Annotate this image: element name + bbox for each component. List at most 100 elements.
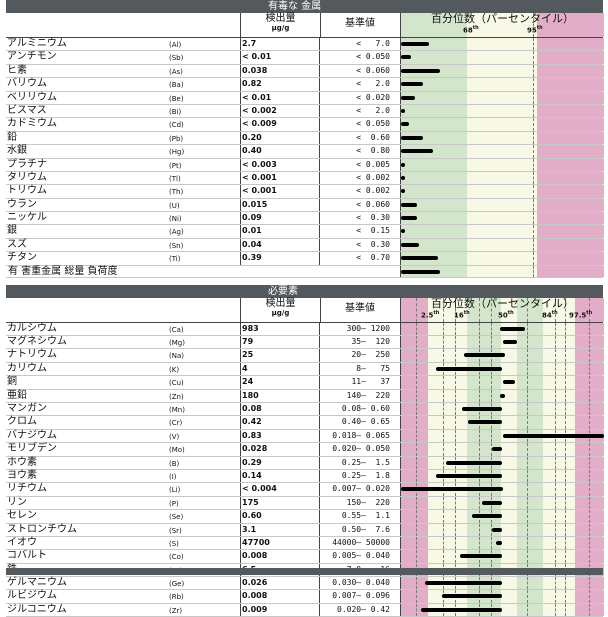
element-name: コバルト	[7, 550, 47, 562]
element-percentile	[400, 469, 604, 483]
percentile-band	[401, 389, 428, 402]
element-symbol: (Zr)	[169, 606, 183, 615]
column-divider	[240, 523, 241, 536]
element-row: イオウ (S) 47700 44000– 50000	[6, 536, 604, 551]
percentile-band	[517, 376, 543, 389]
element-percentile	[400, 510, 604, 523]
element-symbol: (Mn)	[169, 405, 185, 414]
percentile-gridline	[443, 443, 444, 456]
result-bar	[461, 406, 503, 411]
percentile-gridline	[443, 416, 444, 429]
percentile-gridline	[527, 469, 528, 483]
percentile-gridline	[533, 171, 534, 185]
element-percentile	[400, 349, 604, 362]
column-divider	[319, 376, 320, 389]
percentile-gridline	[589, 456, 590, 469]
element-symbol: (S)	[169, 539, 179, 548]
element-reference: < 0.60	[356, 132, 390, 142]
element-value: 983	[242, 323, 259, 333]
percentile-gridline	[565, 510, 566, 523]
element-row: クロム (Cr) 0.42 0.40– 0.65	[6, 416, 604, 430]
column-divider	[319, 443, 320, 456]
percentile-band	[517, 483, 543, 496]
percentile-gridline	[479, 429, 480, 443]
percentile-band	[401, 496, 428, 510]
result-bar	[502, 340, 517, 345]
percentile-gridline	[443, 456, 444, 469]
result-bar	[425, 581, 503, 586]
percentile-band	[467, 64, 537, 78]
element-percentile	[400, 456, 604, 469]
percentile-band	[428, 510, 467, 523]
percentile-gridline	[527, 550, 528, 563]
element-reference: 0.08– 0.60	[341, 403, 390, 413]
element-percentile	[400, 145, 604, 158]
element-reference: < 7.0	[356, 39, 390, 48]
percentile-band	[401, 362, 428, 376]
percentile-band	[537, 225, 604, 238]
element-row: ニッケル (Ni) 0.09 < 0.30	[6, 212, 604, 226]
percentile-band	[543, 577, 575, 590]
element-name: アルミニウム	[7, 38, 67, 49]
column-divider	[240, 185, 241, 198]
percentile-gridline	[455, 523, 456, 536]
percentile-gridline	[443, 402, 444, 416]
element-row: ゲルマニウム (Ge) 0.026 0.030– 0.040	[6, 577, 604, 591]
element-reference: 20– 250	[346, 350, 390, 360]
element-reference: 0.50– 7.6	[341, 524, 390, 534]
percentile-gridline	[527, 336, 528, 349]
element-row: モリブデン (Mo) 0.028 0.020– 0.050	[6, 443, 604, 457]
percentile-gridline	[533, 198, 534, 212]
percentile-gridline	[589, 590, 590, 603]
percentile-mark-label: 50th	[498, 309, 514, 319]
element-name: 亜鉛	[7, 389, 27, 401]
element-value: < 0.001	[242, 186, 277, 196]
percentile-gridline	[527, 416, 528, 429]
percentile-gridline	[555, 322, 556, 336]
percentile-band	[467, 185, 537, 198]
element-name: ストロンチウム	[7, 523, 77, 535]
percentile-band	[467, 336, 501, 349]
percentile-gridline	[565, 297, 566, 322]
percentile-gridline	[527, 523, 528, 536]
toxic-total-row: 有 害重金属 総量 負荷度	[6, 265, 604, 278]
percentile-gridline	[533, 38, 534, 51]
result-bar	[463, 353, 505, 358]
percentile-gridline	[479, 536, 480, 550]
percentile-gridline	[416, 523, 417, 536]
percentile-band	[517, 496, 543, 510]
element-name: 水銀	[7, 145, 27, 157]
percentile-gridline	[565, 322, 566, 336]
percentile-gridline	[443, 429, 444, 443]
percentile-gridline	[555, 483, 556, 496]
column-divider	[240, 212, 241, 225]
percentile-gridline	[491, 389, 492, 402]
percentile-gridline	[589, 336, 590, 349]
percentile-band	[467, 13, 537, 37]
element-name: ジルコニウム	[7, 603, 67, 615]
element-name: セレン	[7, 510, 37, 522]
element-name: モリブデン	[7, 443, 57, 455]
percentile-band	[501, 297, 517, 322]
element-name: アンチモン	[7, 51, 57, 63]
essential-value-heading: 検出量	[265, 297, 296, 309]
percentile-band	[517, 550, 543, 563]
element-percentile	[400, 104, 604, 118]
percentile-band	[467, 252, 537, 265]
percentile-gridline	[533, 91, 534, 104]
percentile-band	[401, 91, 467, 104]
result-bar	[401, 242, 420, 247]
result-bar	[401, 269, 440, 274]
percentile-band	[501, 469, 517, 483]
element-value: 24	[242, 377, 254, 387]
element-value: 180	[242, 390, 259, 400]
percentile-gridline	[479, 389, 480, 402]
percentile-band	[467, 158, 537, 171]
result-bar	[441, 594, 503, 599]
percentile-gridline	[565, 416, 566, 429]
element-percentile	[400, 590, 604, 603]
percentile-gridline	[565, 376, 566, 389]
column-divider	[319, 238, 320, 252]
percentile-gridline	[555, 402, 556, 416]
percentile-band	[467, 443, 501, 456]
